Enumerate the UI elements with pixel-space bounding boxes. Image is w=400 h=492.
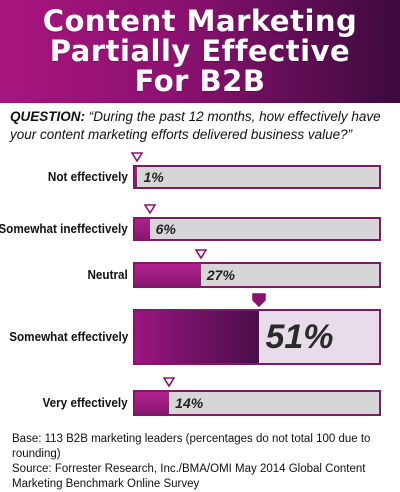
bar <box>135 311 260 363</box>
chart-title-line-2: Partially Effective <box>49 34 351 68</box>
bar-track: 27% <box>133 262 381 288</box>
data-label: 27% <box>206 267 235 283</box>
question-prefix: QUESTION: <box>10 109 86 124</box>
chart-footnote: Base: 113 B2B marketing leaders (percent… <box>12 432 394 492</box>
data-label: 6% <box>155 221 176 237</box>
category-label: Not effectively <box>48 169 128 184</box>
category-label: Somewhat effectively <box>9 329 128 344</box>
bar <box>135 167 138 187</box>
chart-title-line-3: For B2B <box>134 64 266 98</box>
footnote-base: Base: 113 B2B marketing leaders (percent… <box>12 433 371 460</box>
bar-track: 14% <box>133 390 381 416</box>
value-marker-icon <box>131 152 144 163</box>
category-label: Neutral <box>87 267 128 282</box>
value-marker-icon <box>143 204 156 215</box>
category-label: Very effectively <box>42 395 128 410</box>
bar-track: 51% <box>133 309 381 365</box>
category-label: Somewhat ineffectively <box>0 221 128 236</box>
bar <box>135 392 170 414</box>
bar-track: 1% <box>133 165 381 189</box>
data-label: 51% <box>265 318 334 356</box>
chart-header: Content Marketing Partially Effective Fo… <box>0 0 400 103</box>
question-text: “During the past 12 months, how effectiv… <box>10 109 381 142</box>
survey-question: QUESTION: “During the past 12 months, ho… <box>10 108 394 144</box>
data-label: 1% <box>143 169 164 185</box>
bar-track: 6% <box>133 217 381 241</box>
chart-title-line-1: Content Marketing <box>42 4 358 38</box>
footnote-source: Source: Forrester Research, Inc./BMA/OMI… <box>12 463 366 490</box>
value-marker-icon <box>252 293 267 307</box>
bar <box>135 264 201 286</box>
value-marker-icon <box>194 249 207 260</box>
value-marker-icon <box>163 377 176 388</box>
bar <box>135 219 150 239</box>
data-label: 14% <box>175 395 204 411</box>
